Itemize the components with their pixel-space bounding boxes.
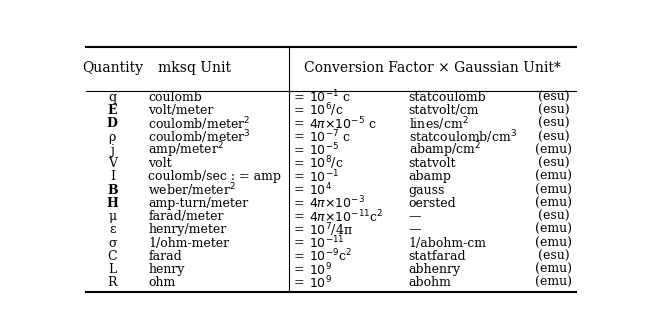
Text: amp/meter$^{2}$: amp/meter$^{2}$ <box>149 141 224 160</box>
Text: (esu): (esu) <box>538 210 570 223</box>
Text: $10^{-11}$: $10^{-11}$ <box>309 235 344 252</box>
Text: (esu): (esu) <box>538 117 570 130</box>
Text: (emu): (emu) <box>536 263 572 276</box>
Text: henry: henry <box>149 263 185 276</box>
Text: I: I <box>110 170 115 183</box>
Text: statcoulomb/cm$^{3}$: statcoulomb/cm$^{3}$ <box>409 128 517 146</box>
Text: =: = <box>293 170 304 183</box>
Text: =: = <box>293 197 304 210</box>
Text: $10^{4}$: $10^{4}$ <box>309 182 331 198</box>
Text: amp-turn/meter: amp-turn/meter <box>149 197 249 210</box>
Text: weber/meter$^{2}$: weber/meter$^{2}$ <box>149 181 236 199</box>
Text: j: j <box>110 144 114 157</box>
Text: σ: σ <box>108 237 116 250</box>
Text: (esu): (esu) <box>538 157 570 170</box>
Text: $10^{8}$/c: $10^{8}$/c <box>309 155 343 172</box>
Text: ohm: ohm <box>149 276 176 289</box>
Text: abamp/cm$^{2}$: abamp/cm$^{2}$ <box>409 141 481 160</box>
Text: ε: ε <box>109 223 116 236</box>
Text: $10^{9}$: $10^{9}$ <box>309 261 331 278</box>
Text: Quantity: Quantity <box>82 61 143 75</box>
Text: =: = <box>293 237 304 250</box>
Text: henry/meter: henry/meter <box>149 223 227 236</box>
Text: oersted: oersted <box>409 197 457 210</box>
Text: —: — <box>409 210 421 223</box>
Text: abamp: abamp <box>409 170 452 183</box>
Text: abhenry: abhenry <box>409 263 461 276</box>
Text: Conversion Factor × Gaussian Unit*: Conversion Factor × Gaussian Unit* <box>304 61 561 75</box>
Text: B: B <box>107 184 118 197</box>
Text: =: = <box>293 210 304 223</box>
Text: $4π × 10^{-3}$: $4π × 10^{-3}$ <box>309 195 365 212</box>
Text: statcoulomb: statcoulomb <box>409 91 486 104</box>
Text: L: L <box>108 263 116 276</box>
Text: =: = <box>293 131 304 144</box>
Text: (emu): (emu) <box>536 223 572 236</box>
Text: coulomb: coulomb <box>149 91 202 104</box>
Text: farad: farad <box>149 250 182 263</box>
Text: =: = <box>293 250 304 263</box>
Text: D: D <box>107 117 118 130</box>
Text: $10^{7}$/4π: $10^{7}$/4π <box>309 221 352 239</box>
Text: volt: volt <box>149 157 172 170</box>
Text: 1/abohm-cm: 1/abohm-cm <box>409 237 486 250</box>
Text: V: V <box>108 157 117 170</box>
Text: =: = <box>293 144 304 157</box>
Text: =: = <box>293 263 304 276</box>
Text: $10^{-5}$: $10^{-5}$ <box>309 142 339 159</box>
Text: volt/meter: volt/meter <box>149 104 214 117</box>
Text: μ: μ <box>109 210 116 223</box>
Text: gauss: gauss <box>409 184 445 197</box>
Text: C: C <box>107 250 117 263</box>
Text: —: — <box>409 223 421 236</box>
Text: (esu): (esu) <box>538 250 570 263</box>
Text: abohm: abohm <box>409 276 452 289</box>
Text: =: = <box>293 104 304 117</box>
Text: statvolt/cm: statvolt/cm <box>409 104 479 117</box>
Text: R: R <box>107 276 117 289</box>
Text: =: = <box>293 223 304 236</box>
Text: $4π × 10^{-5}$ c: $4π × 10^{-5}$ c <box>309 116 376 132</box>
Text: $10^{6}$/c: $10^{6}$/c <box>309 102 343 119</box>
Text: lines/cm$^{2}$: lines/cm$^{2}$ <box>409 115 468 133</box>
Text: $10^{-9}$c$^{2}$: $10^{-9}$c$^{2}$ <box>309 248 351 265</box>
Text: statvolt: statvolt <box>409 157 456 170</box>
Text: (emu): (emu) <box>536 276 572 289</box>
Text: (emu): (emu) <box>536 237 572 250</box>
Text: coulomb/meter$^{3}$: coulomb/meter$^{3}$ <box>149 128 251 146</box>
Text: E: E <box>107 104 117 117</box>
Text: (esu): (esu) <box>538 91 570 104</box>
Text: coulomb/meter$^{2}$: coulomb/meter$^{2}$ <box>149 115 251 133</box>
Text: =: = <box>293 91 304 104</box>
Text: =: = <box>293 157 304 170</box>
Text: $4π × 10^{-11}$c$^{2}$: $4π × 10^{-11}$c$^{2}$ <box>309 208 383 225</box>
Text: (emu): (emu) <box>536 144 572 157</box>
Text: =: = <box>293 184 304 197</box>
Text: q: q <box>109 91 116 104</box>
Text: =: = <box>293 117 304 130</box>
Text: (emu): (emu) <box>536 184 572 197</box>
Text: $10^{-1}$ c: $10^{-1}$ c <box>309 89 350 106</box>
Text: farad/meter: farad/meter <box>149 210 224 223</box>
Text: mksq Unit: mksq Unit <box>158 61 231 75</box>
Text: (emu): (emu) <box>536 197 572 210</box>
Text: $10^{-7}$ c: $10^{-7}$ c <box>309 129 350 145</box>
Text: (esu): (esu) <box>538 104 570 117</box>
Text: (emu): (emu) <box>536 170 572 183</box>
Text: =: = <box>293 276 304 289</box>
Text: statfarad: statfarad <box>409 250 466 263</box>
Text: coulomb/sec : = amp: coulomb/sec : = amp <box>149 170 282 183</box>
Text: (esu): (esu) <box>538 131 570 144</box>
Text: ρ: ρ <box>109 131 116 144</box>
Text: $10^{9}$: $10^{9}$ <box>309 275 331 291</box>
Text: H: H <box>107 197 118 210</box>
Text: 1/ohm-meter: 1/ohm-meter <box>149 237 229 250</box>
Text: $10^{-1}$: $10^{-1}$ <box>309 168 339 185</box>
